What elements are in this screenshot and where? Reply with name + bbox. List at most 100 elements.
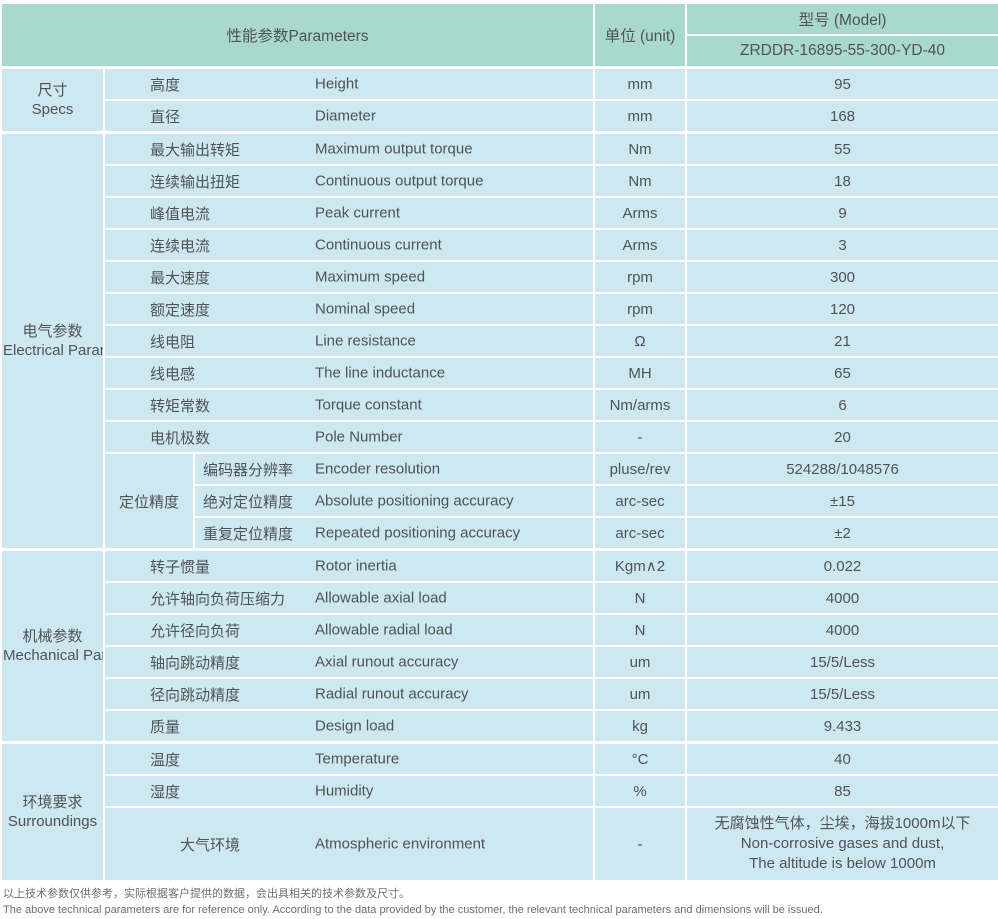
param-name-cn: 最大输出转矩 <box>150 141 241 159</box>
category-cell-specs: 尺寸 Specs <box>0 66 105 134</box>
param-name-cn: 连续输出扭矩 <box>150 173 241 191</box>
unit-cell: N <box>593 613 688 647</box>
value-cell: ±2 <box>685 516 998 551</box>
value-cell: 9.433 <box>685 709 998 744</box>
header-model-label: 型号 (Model) <box>685 2 998 36</box>
value-line: Non-corrosive gases and dust, <box>740 834 945 852</box>
table-header-row: 性能参数Parameters 单位 (unit) 型号 (Model) <box>0 2 998 69</box>
param-name-cn: 电机极数 <box>150 429 211 447</box>
table-row: 允许轴向负荷压缩力 Allowable axial load N 4000 <box>1 581 998 615</box>
param-name-cn: 轴向跳动精度 <box>150 654 241 672</box>
unit-cell: um <box>593 677 688 711</box>
unit-cell: - <box>593 806 688 882</box>
param-name-en: Humidity <box>315 781 374 799</box>
table-row: 质量 Design load kg 9.433 <box>1 709 998 744</box>
unit-cell: rpm <box>593 292 688 326</box>
category-name-en: Surroundings <box>7 813 98 830</box>
table-row: 直径 Diameter mm 168 <box>1 99 998 134</box>
table-row: 最大速度 Maximum speed rpm 300 <box>1 260 998 294</box>
param-name-en: Maximum speed <box>315 267 426 285</box>
header-parameters: 性能参数Parameters <box>0 2 596 69</box>
param-name-en: Rotor inertia <box>315 556 397 574</box>
param-name-en: Pole Number <box>315 427 403 445</box>
category-cell-mechanical: 机械参数 Mechanical Parameters <box>0 548 105 744</box>
footnote-en: The above technical parameters are for r… <box>3 903 823 916</box>
unit-cell: Nm/arms <box>593 388 688 422</box>
value-cell: 3 <box>685 228 998 262</box>
table-row: 绝对定位精度 Absolute positioning accuracy arc-… <box>1 484 998 518</box>
param-name-cn: 质量 <box>150 718 181 736</box>
param-cell: 大气环境 Atmospheric environment <box>102 806 596 882</box>
unit-cell: Kgm∧2 <box>593 548 688 583</box>
param-name-en: Line resistance <box>315 331 416 349</box>
table-row: 线电感 The line inductance MH 65 <box>1 356 998 390</box>
header-unit: 单位 (unit) <box>593 2 688 69</box>
footnote: 以上技术参数仅供参考，实际根据客户提供的数据，会出具相关的技术参数及尺寸。 Th… <box>3 887 998 919</box>
subcategory-cell-positioning-accuracy: 定位精度 <box>103 452 195 551</box>
param-cell: 线电感 The line inductance <box>102 356 596 390</box>
param-name-en: Design load <box>315 716 395 734</box>
unit-cell: N <box>593 581 688 615</box>
param-cell: 允许轴向负荷压缩力 Allowable axial load <box>102 581 596 615</box>
value-cell: 无腐蚀性气体，尘埃，海拔1000m以下 Non-corrosive gases … <box>685 806 998 882</box>
param-cell: 额定速度 Nominal speed <box>102 292 596 326</box>
param-cell: 质量 Design load <box>102 709 596 744</box>
table-row: 额定速度 Nominal speed rpm 120 <box>1 292 998 326</box>
param-name-cn: 转矩常数 <box>150 397 211 415</box>
param-name-cn: 线电阻 <box>150 333 196 351</box>
table-row: 允许径向负荷 Allowable radial load N 4000 <box>1 613 998 647</box>
unit-cell: Arms <box>593 196 688 230</box>
param-cell: 湿度 Humidity <box>102 774 596 808</box>
table-row: 峰值电流 Peak current Arms 9 <box>1 196 998 230</box>
param-name-cn: 编码器分辨率 <box>203 461 294 479</box>
param-cell: 高度 Height <box>102 66 596 101</box>
param-name-cn: 大气环境 <box>180 836 241 854</box>
value-cell: 0.022 <box>685 548 998 583</box>
value-cell: 120 <box>685 292 998 326</box>
param-cell: 最大速度 Maximum speed <box>102 260 596 294</box>
table-row: 环境要求 Surroundings 温度 Temperature °C 40 <box>0 741 998 882</box>
param-name-cn: 最大速度 <box>150 269 211 287</box>
value-cell: 40 <box>685 741 998 776</box>
param-name-cn: 湿度 <box>150 783 181 801</box>
param-name-cn: 连续电流 <box>150 237 211 255</box>
value-cell: 4000 <box>685 581 998 615</box>
table-row: 机械参数 Mechanical Parameters 转子惯量 Rotor ine… <box>0 548 998 744</box>
unit-cell: % <box>593 774 688 808</box>
table-row: 湿度 Humidity % 85 <box>1 774 998 808</box>
table-row: 轴向跳动精度 Axial runout accuracy um 15/5/Less <box>1 645 998 679</box>
param-cell: 转矩常数 Torque constant <box>102 388 596 422</box>
param-name-en: Axial runout accuracy <box>315 652 459 670</box>
value-cell: 15/5/Less <box>685 677 998 711</box>
value-cell: 15/5/Less <box>685 645 998 679</box>
param-cell: 最大输出转矩 Maximum output torque <box>102 131 596 166</box>
param-name-en: Radial runout accuracy <box>315 684 469 702</box>
value-cell: 6 <box>685 388 998 422</box>
unit-cell: Nm <box>593 131 688 166</box>
unit-cell: Ω <box>593 324 688 358</box>
table-row: 电机极数 Pole Number - 20 <box>1 420 998 454</box>
param-name-en: Maximum output torque <box>315 139 473 157</box>
param-cell: 绝对定位精度 Absolute positioning accuracy <box>192 484 596 518</box>
unit-cell: pluse/rev <box>593 452 688 486</box>
param-cell: 允许径向负荷 Allowable radial load <box>102 613 596 647</box>
param-cell: 峰值电流 Peak current <box>102 196 596 230</box>
param-name-en: Repeated positioning accuracy <box>315 523 521 541</box>
table-row: 定位精度 编码器分辨率 Encoder resolution pluse/rev … <box>1 452 998 551</box>
unit-cell: mm <box>593 99 688 134</box>
value-cell: 85 <box>685 774 998 808</box>
param-name-cn: 直径 <box>150 108 181 126</box>
category-cell-surroundings: 环境要求 Surroundings <box>0 741 105 882</box>
param-name-en: Allowable axial load <box>315 588 447 606</box>
param-name-en: Continuous output torque <box>315 171 484 189</box>
value-cell: 524288/1048576 <box>685 452 998 486</box>
param-name-cn: 允许轴向负荷压缩力 <box>150 590 286 608</box>
unit-cell: MH <box>593 356 688 390</box>
value-cell: 18 <box>685 164 998 198</box>
param-name-en: Torque constant <box>315 395 422 413</box>
category-name-en: Specs <box>31 101 74 118</box>
category-cell-electrical: 电气参数 Electrical Parameters <box>0 131 105 551</box>
value-cell: 95 <box>685 66 998 101</box>
param-cell: 线电阻 Line resistance <box>102 324 596 358</box>
